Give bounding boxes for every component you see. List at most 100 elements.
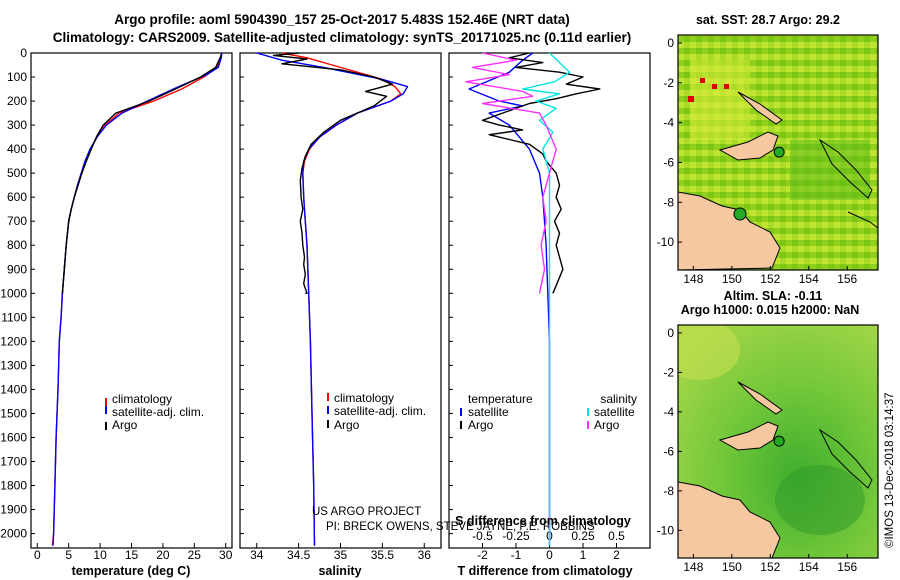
depth-tick-label: 2000 <box>0 527 27 541</box>
argo-position-marker <box>773 435 785 447</box>
solomon-coast <box>847 211 878 229</box>
x-tick-label: 34 <box>250 548 264 562</box>
depth-tick-label: 1300 <box>0 358 27 372</box>
lon-tick-label: 148 <box>683 560 703 574</box>
depth-tick-label: 1100 <box>1 310 27 324</box>
lon-tick-label: 154 <box>799 272 819 286</box>
sst-map-panel: sat. SST: 28.7 Argo: 29.2 <box>657 13 879 286</box>
series-argo <box>61 53 222 294</box>
legend-argo-label: Argo <box>112 418 138 432</box>
lat-tick-label: -4 <box>663 405 674 419</box>
sst-hot-pixel <box>700 78 705 83</box>
depth-tick-label: 100 <box>7 70 27 84</box>
new-britain-land <box>718 131 779 161</box>
new-britain-land <box>718 421 779 451</box>
legend-s-satellite-label: satellite <box>594 405 635 419</box>
bougainville-coast <box>818 428 873 489</box>
temperature-lines <box>51 52 223 546</box>
x-tick-label: 5 <box>65 548 72 562</box>
series-climatology <box>281 52 402 546</box>
series-satellite-adj-clim- <box>52 52 223 546</box>
depth-tick-label: 600 <box>7 190 27 204</box>
depth-tick-label: 1600 <box>0 430 27 444</box>
temperature-axes-frame <box>30 52 233 549</box>
series-argo <box>272 52 394 294</box>
bougainville-coast <box>818 138 873 199</box>
series-temperature-satellite <box>468 52 551 546</box>
legend-argo-label: Argo <box>334 418 360 432</box>
series-climatology <box>51 52 222 546</box>
x-tick-label: 25 <box>188 548 202 562</box>
x-tick-label: 35 <box>334 548 348 562</box>
x-tick-label: 34.5 <box>287 548 311 562</box>
series-temperature-argo <box>481 52 601 294</box>
x-tick-label: 20 <box>156 548 170 562</box>
t-difference-label: T difference from climatology <box>457 564 632 578</box>
difference-legend: temperature salinity satellite Argo sate… <box>460 392 637 432</box>
lon-tick-label: 152 <box>760 560 780 574</box>
sst-hot-pixel <box>724 84 729 89</box>
lat-tick-label: -8 <box>663 195 674 209</box>
lon-tick-label: 154 <box>799 560 819 574</box>
s-difference-label: S difference from climatology <box>455 514 631 528</box>
x2-tick-label: 0.5 <box>608 529 625 543</box>
sst-map-title: sat. SST: 28.7 Argo: 29.2 <box>696 13 840 27</box>
depth-tick-label: 1700 <box>0 454 27 468</box>
x-tick-label: 0 <box>546 548 553 562</box>
depth-tick-label: 300 <box>7 118 27 132</box>
legend-t-satellite-label: satellite <box>468 405 509 419</box>
salinity-panel: 34 34.5 35 35.5 36 climatology satellite-adj… <box>239 52 595 578</box>
temperature-panel: 0100200300400500600700800900100011001200… <box>0 46 232 578</box>
x-tick-label: -2 <box>477 548 488 562</box>
temperature-x-ticks: 0 5 10 15 20 25 30 <box>31 52 233 562</box>
depth-tick-label: 900 <box>7 262 27 276</box>
legend-climatology-label: climatology <box>112 392 172 406</box>
salinity-x-ticks: 34 34.5 35 35.5 36 <box>240 52 432 562</box>
new-guinea-land <box>678 481 781 558</box>
argo-position-marker <box>773 146 785 158</box>
depth-tick-label: 400 <box>7 142 27 156</box>
legend-climatology-label: climatology <box>334 391 394 405</box>
title-line-2: Climatology: CARS2009. Satellite-adjuste… <box>53 30 631 45</box>
s-difference-x-ticks: -0.5 -0.25 0 0.25 0.5 <box>472 529 625 543</box>
x2-tick-label: -0.5 <box>472 529 493 543</box>
depth-tick-label: 0 <box>20 46 27 60</box>
x2-tick-label: -0.25 <box>502 529 530 543</box>
depth-tick-label: 1400 <box>0 382 27 396</box>
x-tick-label: 36 <box>418 548 432 562</box>
legend-satellite-label: satellite-adj. clim. <box>334 404 426 418</box>
legend-t-argo-label: Argo <box>468 418 494 432</box>
new-guinea-land <box>678 191 781 270</box>
imos-watermark: ©IMOS 13-Dec-2018 03:14:37 <box>884 392 896 548</box>
x-tick-label: 10 <box>93 548 107 562</box>
depth-tick-label: 1000 <box>0 286 27 300</box>
x-tick-label: 1 <box>580 548 587 562</box>
lat-tick-label: -4 <box>663 116 674 130</box>
x-tick-label: 0 <box>34 548 41 562</box>
depth-tick-label: 500 <box>7 166 27 180</box>
temperature-legend: climatology satellite-adj. clim. Argo <box>105 392 204 432</box>
lat-tick-label: 0 <box>667 326 674 340</box>
sst-map-ticks: 148 150 152 154 156 0 -2 -4 -6 -8 -10 <box>657 36 858 286</box>
title-line-1: Argo profile: aoml 5904390_157 25-Oct-20… <box>114 12 569 27</box>
depth-tick-label: 1500 <box>0 406 27 420</box>
sla-map-frame <box>677 324 879 559</box>
legend-salinity-header: salinity <box>600 392 637 406</box>
depth-tick-label: 700 <box>7 214 27 228</box>
depth-tick-label: 1800 <box>0 479 27 493</box>
sla-map-panel: Altim. SLA: -0.11 Argo h1000: 0.015 h200… <box>657 289 879 574</box>
depth-tick-label: 200 <box>7 94 27 108</box>
lon-tick-label: 150 <box>722 272 742 286</box>
lon-tick-label: 156 <box>837 560 857 574</box>
x2-tick-label: 0.25 <box>571 529 595 543</box>
sst-hot-pixel <box>712 84 717 89</box>
sla-high-blob <box>678 325 740 380</box>
salinity-x-label: salinity <box>318 564 361 578</box>
x-tick-label: -1 <box>511 548 522 562</box>
lat-tick-label: -8 <box>663 484 674 498</box>
legend-satellite-label: satellite-adj. clim. <box>112 405 204 419</box>
new-ireland-land <box>737 381 783 415</box>
sst-warm-patch <box>690 60 750 140</box>
lon-tick-label: 148 <box>683 272 703 286</box>
sla-field <box>678 325 878 558</box>
